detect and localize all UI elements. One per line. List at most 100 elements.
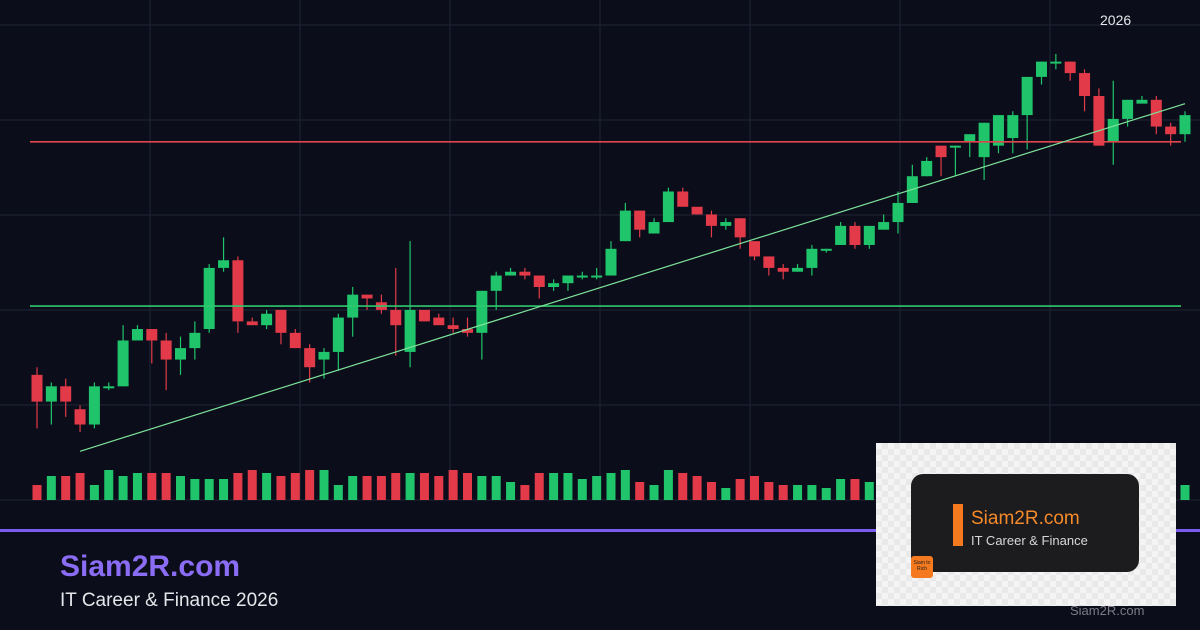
candle-body: [519, 271, 531, 276]
volume-bar: [247, 470, 257, 500]
volume-bar: [491, 476, 501, 500]
volume-bar: [706, 482, 716, 500]
candle-body: [720, 222, 732, 226]
volume-bar: [348, 476, 358, 500]
candle-body: [777, 267, 789, 272]
candle-body: [619, 210, 631, 242]
volume-bar: [606, 473, 616, 500]
candle-body: [1021, 76, 1033, 116]
volume-bar: [104, 470, 114, 500]
candle-body: [734, 218, 746, 238]
volume-bar: [592, 476, 602, 500]
candle-body: [548, 283, 560, 287]
volume-bar: [649, 485, 659, 500]
volume-bar: [620, 470, 630, 500]
volume-bar: [778, 485, 788, 500]
candle-body: [1136, 99, 1148, 104]
volume-bar: [132, 473, 142, 500]
candle-body: [476, 290, 488, 333]
volume-bar: [333, 485, 343, 500]
year-label: 2026: [1100, 12, 1132, 28]
volume-bar: [577, 479, 587, 500]
volume-bar: [305, 470, 315, 500]
candle-body: [921, 160, 933, 177]
candle-body: [935, 145, 947, 158]
candle-body: [533, 275, 545, 287]
candle-body: [175, 348, 186, 360]
candle-body: [304, 348, 316, 368]
candle-body: [648, 222, 660, 234]
candle-body: [820, 248, 832, 251]
candle-body: [390, 309, 402, 326]
volume-bar: [750, 476, 759, 500]
candle-body: [1050, 61, 1062, 64]
logo-accent-bar: [953, 504, 963, 546]
candle-body: [361, 294, 373, 299]
volume-bar: [190, 479, 200, 500]
candle-body: [1007, 115, 1019, 139]
candle-body: [203, 267, 215, 330]
volume-bar: [850, 479, 860, 500]
volume-bar: [419, 473, 429, 500]
volume-bar: [161, 473, 171, 500]
brand-title: Siam2R.com: [60, 550, 241, 583]
candle-body: [1165, 126, 1177, 135]
candle-body: [763, 256, 775, 268]
candle-body: [60, 386, 72, 402]
logo-card: Siam2R.com IT Career & Finance Siam to R…: [911, 474, 1139, 578]
divider-line: [0, 529, 1200, 532]
candle-body: [863, 225, 875, 245]
volume-bar: [434, 476, 444, 500]
volume-bar: [376, 476, 386, 500]
candle-body: [160, 340, 172, 360]
volume-bar: [549, 473, 559, 500]
candle-body: [691, 206, 703, 215]
candle-body: [576, 275, 588, 278]
logo-subtitle: IT Career & Finance: [971, 533, 1088, 548]
volume-bar: [793, 485, 803, 500]
candle-body: [677, 191, 689, 207]
volume-bar: [534, 473, 544, 500]
candle-body: [792, 267, 804, 272]
volume-bar: [821, 488, 831, 500]
volume-bar: [448, 470, 458, 500]
volume-bar: [463, 473, 472, 500]
volume-bar: [506, 482, 516, 500]
volume-bar: [764, 482, 774, 500]
candle-body: [1036, 61, 1047, 77]
candle-body: [418, 309, 430, 322]
volume-bar: [1180, 485, 1190, 500]
candle-body: [835, 225, 847, 245]
candle-body: [992, 115, 1004, 146]
candle-body: [189, 332, 201, 349]
candle-body: [146, 329, 158, 341]
candle-body: [232, 260, 244, 322]
candle-body: [1179, 115, 1191, 135]
volume-bar: [807, 485, 817, 500]
volume-bar: [721, 488, 731, 500]
volume-bar: [520, 485, 530, 500]
volume-bar: [262, 473, 272, 500]
candle-body: [447, 325, 459, 330]
logo-panel: Siam2R.com IT Career & Finance Siam to R…: [876, 443, 1176, 606]
candle-body: [849, 225, 861, 245]
volume-bar: [32, 485, 42, 500]
candle-body: [261, 313, 273, 326]
candle-body: [1122, 99, 1134, 119]
candle-body: [749, 241, 760, 257]
candle-body: [88, 386, 100, 425]
candle-body: [662, 191, 674, 223]
candle-body: [462, 329, 473, 333]
volume-bar: [477, 476, 487, 500]
candle-body: [1064, 61, 1076, 74]
candle-body: [892, 202, 904, 223]
candle-body: [74, 409, 86, 425]
candle-body: [591, 275, 603, 278]
volume-bar: [233, 473, 243, 500]
candle-body: [318, 351, 330, 360]
logo-title: Siam2R.com: [971, 508, 1080, 529]
candle-body: [332, 317, 344, 352]
volume-bar: [735, 479, 745, 500]
candle-body: [275, 309, 287, 333]
candle-body: [103, 386, 115, 389]
